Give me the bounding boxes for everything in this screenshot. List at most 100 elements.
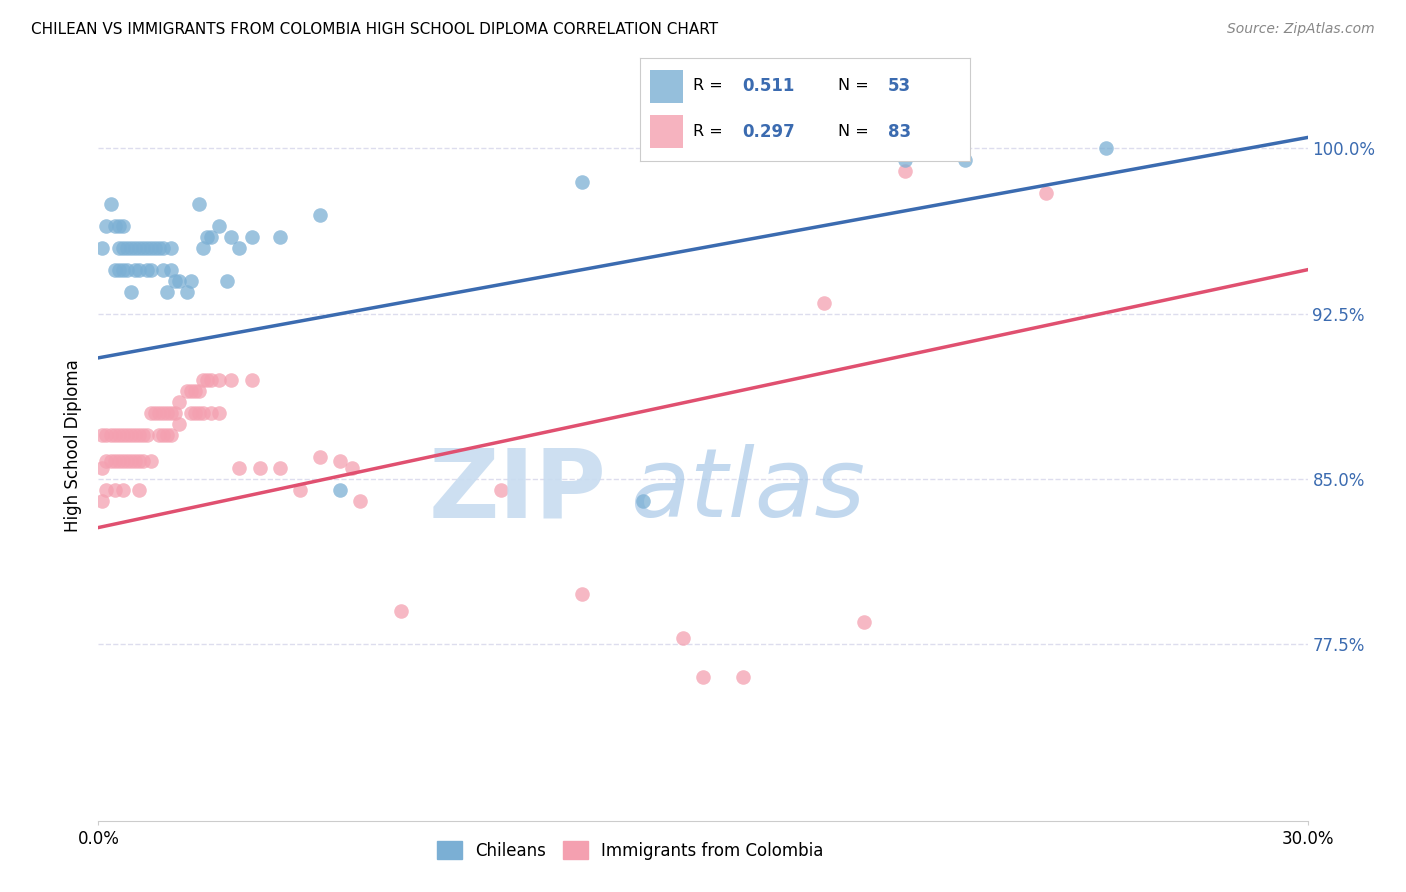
Y-axis label: High School Diploma: High School Diploma [65,359,83,533]
Point [132,454,155,468]
Point [128,454,150,468]
Point [217,274,239,288]
Point [160,428,183,442]
Point [240,373,263,387]
Point [139,454,162,468]
Point [1035,186,1057,200]
Text: ZIP: ZIP [429,444,606,538]
Point [91,241,114,255]
Text: 0.511: 0.511 [742,77,794,95]
Point [200,406,222,420]
Point [100,196,122,211]
Point [228,461,250,475]
Point [135,262,157,277]
Text: 53: 53 [887,77,911,95]
Point [96,483,118,497]
Point [163,274,186,288]
Point [100,428,122,442]
Point [221,373,243,387]
Point [167,395,190,409]
Point [148,241,170,255]
Point [309,208,332,222]
Point [120,428,142,442]
Point [249,461,271,475]
Point [135,428,157,442]
Point [631,494,654,508]
Point [329,454,352,468]
Text: CHILEAN VS IMMIGRANTS FROM COLOMBIA HIGH SCHOOL DIPLOMA CORRELATION CHART: CHILEAN VS IMMIGRANTS FROM COLOMBIA HIGH… [31,22,718,37]
Text: R =: R = [693,124,727,139]
Point [160,406,183,420]
Point [188,406,211,420]
Point [269,229,291,244]
Point [148,428,170,442]
Text: atlas: atlas [630,444,866,538]
Point [91,428,114,442]
Point [135,241,157,255]
Point [128,428,150,442]
Text: N =: N = [838,124,875,139]
Point [152,428,174,442]
Point [349,494,371,508]
Point [571,175,593,189]
Point [139,262,162,277]
Point [103,454,125,468]
Point [152,262,174,277]
FancyBboxPatch shape [650,70,683,103]
FancyBboxPatch shape [650,115,683,148]
Point [139,406,162,420]
Point [195,229,218,244]
Point [100,454,122,468]
Point [120,285,142,299]
Point [163,406,186,420]
Point [107,454,129,468]
Point [167,274,190,288]
Point [269,461,291,475]
Point [329,483,352,497]
Point [195,373,218,387]
Point [208,373,231,387]
Point [107,241,129,255]
Point [96,428,118,442]
Legend: Chileans, Immigrants from Colombia: Chileans, Immigrants from Colombia [430,835,831,866]
Point [160,262,183,277]
Point [733,670,755,684]
Point [148,406,170,420]
Point [176,384,198,398]
Point [813,295,835,310]
Point [180,384,202,398]
Point [132,241,155,255]
Point [128,262,150,277]
Point [115,454,138,468]
Point [672,631,695,645]
Point [111,262,134,277]
Point [184,406,207,420]
Point [156,285,179,299]
Point [128,483,150,497]
Point [893,153,915,167]
Point [893,163,915,178]
Point [128,241,150,255]
Point [124,241,146,255]
Point [176,285,198,299]
Point [208,219,231,233]
Point [143,406,166,420]
Point [200,373,222,387]
Point [193,406,215,420]
Point [228,241,250,255]
Point [193,241,215,255]
Point [107,219,129,233]
Point [111,219,134,233]
Point [111,454,134,468]
Point [103,262,125,277]
Point [124,428,146,442]
Point [193,373,215,387]
Text: Source: ZipAtlas.com: Source: ZipAtlas.com [1227,22,1375,37]
Text: N =: N = [838,78,875,93]
Point [103,219,125,233]
Text: 0.297: 0.297 [742,123,794,141]
Point [491,483,513,497]
Text: R =: R = [693,78,727,93]
Point [1095,141,1118,155]
Point [139,241,162,255]
